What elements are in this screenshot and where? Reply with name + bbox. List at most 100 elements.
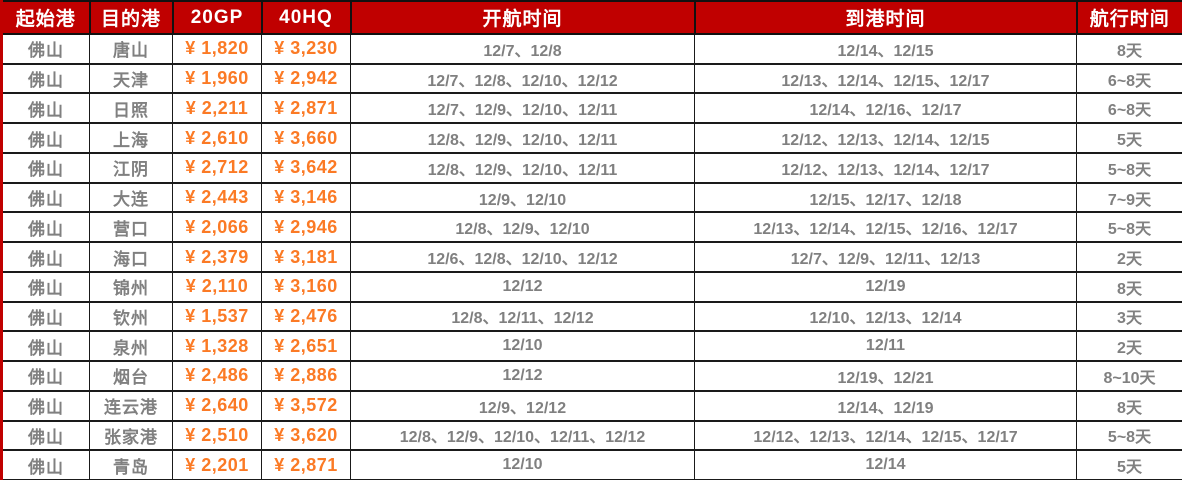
table-row: 佛山 营口 ¥ 2,066 ¥ 2,946 12/8、12/9、12/10 12/13、1…	[1, 211, 1182, 243]
cell-dest-port: 锦州	[89, 270, 173, 303]
cell-price-20gp: ¥ 2,379	[172, 241, 262, 273]
table-row: 佛山 日照 ¥ 2,211 ¥ 2,871 12/7、12/9、12/10、12/11 1…	[1, 92, 1182, 124]
cell-origin-port: 佛山	[1, 181, 90, 213]
cell-sailing-duration: 6~8天	[1076, 92, 1182, 124]
cell-price-20gp: ¥ 2,110	[172, 270, 262, 303]
cell-arrival-dates: 12/11	[694, 330, 1077, 362]
cell-origin-port: 佛山	[1, 241, 90, 273]
cell-arrival-dates: 12/15、12/17、12/18	[694, 181, 1077, 213]
cell-price-40hq: ¥ 3,642	[261, 151, 351, 184]
table-row: 佛山 海口 ¥ 2,379 ¥ 3,181 12/6、12/8、12/10、12/12 1…	[1, 241, 1182, 273]
header-origin-port: 起始港	[0, 0, 91, 35]
cell-departure-dates: 12/7、12/9、12/10、12/11	[350, 92, 695, 124]
cell-origin-port: 佛山	[1, 151, 90, 184]
cell-dest-port: 大连	[89, 181, 173, 213]
cell-sailing-duration: 8天	[1076, 270, 1182, 303]
cell-origin-port: 佛山	[1, 33, 90, 65]
cell-price-40hq: ¥ 2,942	[261, 62, 351, 94]
table-row: 佛山 上海 ¥ 2,610 ¥ 3,660 12/8、12/9、12/10、12/11 1…	[1, 122, 1182, 154]
cell-dest-port: 海口	[89, 241, 173, 273]
cell-departure-dates: 12/8、12/11、12/12	[350, 300, 695, 332]
header-departure-time: 开航时间	[349, 0, 696, 35]
cell-price-20gp: ¥ 2,066	[172, 211, 262, 243]
cell-dest-port: 营口	[89, 211, 173, 243]
cell-price-40hq: ¥ 3,620	[261, 419, 351, 451]
table-row: 佛山 天津 ¥ 1,960 ¥ 2,942 12/7、12/8、12/10、12/12 1…	[1, 62, 1182, 94]
cell-price-40hq: ¥ 3,660	[261, 122, 351, 154]
cell-arrival-dates: 12/14、12/16、12/17	[694, 92, 1077, 124]
header-20gp-price: 20GP	[171, 0, 263, 35]
cell-departure-dates: 12/8、12/9、12/10、12/11	[350, 122, 695, 154]
cell-price-20gp: ¥ 2,486	[172, 360, 262, 392]
cell-departure-dates: 12/9、12/10	[350, 181, 695, 213]
cell-sailing-duration: 5天	[1076, 122, 1182, 154]
table-row: 佛山 江阴 ¥ 2,712 ¥ 3,642 12/8、12/9、12/10、12/11 1…	[1, 151, 1182, 184]
cell-departure-dates: 12/12	[350, 270, 695, 303]
cell-arrival-dates: 12/7、12/9、12/11、12/13	[694, 241, 1077, 273]
cell-price-20gp: ¥ 1,537	[172, 300, 262, 332]
table-row: 佛山 连云港 ¥ 2,640 ¥ 3,572 12/9、12/12 12/14、12/19…	[1, 389, 1182, 422]
cell-sailing-duration: 5天	[1076, 449, 1182, 480]
cell-price-20gp: ¥ 2,201	[172, 449, 262, 480]
cell-sailing-duration: 8天	[1076, 389, 1182, 422]
table-body: 佛山 唐山 ¥ 1,820 ¥ 3,230 12/7、12/8 12/14、12/15 8天…	[1, 33, 1182, 480]
cell-arrival-dates: 12/14	[694, 449, 1077, 480]
cell-origin-port: 佛山	[1, 211, 90, 243]
cell-origin-port: 佛山	[1, 330, 90, 362]
cell-departure-dates: 12/10	[350, 330, 695, 362]
cell-price-40hq: ¥ 3,181	[261, 241, 351, 273]
cell-origin-port: 佛山	[1, 300, 90, 332]
cell-arrival-dates: 12/14、12/15	[694, 33, 1077, 65]
cell-sailing-duration: 2天	[1076, 241, 1182, 273]
cell-price-20gp: ¥ 2,443	[172, 181, 262, 213]
cell-departure-dates: 12/9、12/12	[350, 389, 695, 422]
table-row: 佛山 张家港 ¥ 2,510 ¥ 3,620 12/8、12/9、12/10、12/11…	[1, 419, 1182, 451]
cell-sailing-duration: 5~8天	[1076, 211, 1182, 243]
cell-sailing-duration: 6~8天	[1076, 62, 1182, 94]
cell-price-20gp: ¥ 2,712	[172, 151, 262, 184]
table-row: 佛山 锦州 ¥ 2,110 ¥ 3,160 12/12 12/19 8天	[1, 270, 1182, 303]
cell-arrival-dates: 12/10、12/13、12/14	[694, 300, 1077, 332]
cell-price-20gp: ¥ 2,610	[172, 122, 262, 154]
cell-price-20gp: ¥ 1,328	[172, 330, 262, 362]
cell-dest-port: 张家港	[89, 419, 173, 451]
cell-dest-port: 连云港	[89, 389, 173, 422]
cell-price-40hq: ¥ 3,160	[261, 270, 351, 303]
cell-dest-port: 泉州	[89, 330, 173, 362]
cell-sailing-duration: 5~8天	[1076, 419, 1182, 451]
cell-origin-port: 佛山	[1, 62, 90, 94]
cell-departure-dates: 12/8、12/9、12/10、12/11	[350, 151, 695, 184]
cell-arrival-dates: 12/19	[694, 270, 1077, 303]
cell-departure-dates: 12/6、12/8、12/10、12/12	[350, 241, 695, 273]
cell-dest-port: 青岛	[89, 449, 173, 480]
cell-dest-port: 江阴	[89, 151, 173, 184]
table-row: 佛山 大连 ¥ 2,443 ¥ 3,146 12/9、12/10 12/15、12/17、…	[1, 181, 1182, 213]
table-row: 佛山 唐山 ¥ 1,820 ¥ 3,230 12/7、12/8 12/14、12/15 8天	[1, 33, 1182, 65]
cell-origin-port: 佛山	[1, 419, 90, 451]
cell-departure-dates: 12/8、12/9、12/10、12/11、12/12	[350, 419, 695, 451]
cell-origin-port: 佛山	[1, 360, 90, 392]
cell-sailing-duration: 5~8天	[1076, 151, 1182, 184]
cell-price-20gp: ¥ 1,960	[172, 62, 262, 94]
cell-arrival-dates: 12/12、12/13、12/14、12/15、12/17	[694, 419, 1077, 451]
cell-dest-port: 烟台	[89, 360, 173, 392]
cell-arrival-dates: 12/13、12/14、12/15、12/16、12/17	[694, 211, 1077, 243]
cell-price-20gp: ¥ 1,820	[172, 33, 262, 65]
cell-dest-port: 钦州	[89, 300, 173, 332]
cell-price-40hq: ¥ 3,572	[261, 389, 351, 422]
cell-departure-dates: 12/12	[350, 360, 695, 392]
cell-dest-port: 唐山	[89, 33, 173, 65]
cell-price-40hq: ¥ 2,946	[261, 211, 351, 243]
cell-sailing-duration: 8~10天	[1076, 360, 1182, 392]
cell-price-40hq: ¥ 2,476	[261, 300, 351, 332]
header-arrival-time: 到港时间	[693, 0, 1078, 35]
table-row: 佛山 烟台 ¥ 2,486 ¥ 2,886 12/12 12/19、12/21 8~10天	[1, 360, 1182, 392]
cell-price-40hq: ¥ 2,886	[261, 360, 351, 392]
cell-dest-port: 天津	[89, 62, 173, 94]
cell-arrival-dates: 12/12、12/13、12/14、12/15	[694, 122, 1077, 154]
cell-departure-dates: 12/8、12/9、12/10	[350, 211, 695, 243]
cell-departure-dates: 12/10	[350, 449, 695, 480]
cell-sailing-duration: 7~9天	[1076, 181, 1182, 213]
